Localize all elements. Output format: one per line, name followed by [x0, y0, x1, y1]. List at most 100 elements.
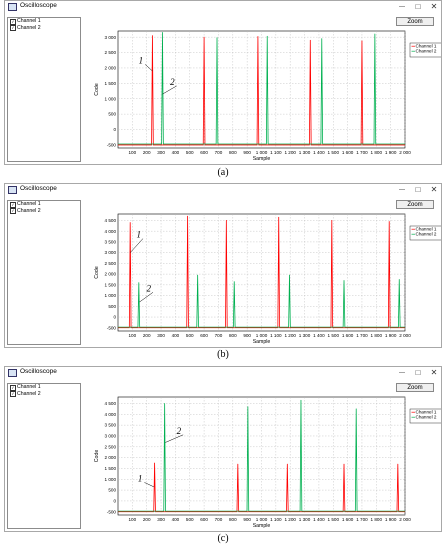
x-tick-label: 1 600	[342, 333, 354, 338]
series-peak-channel-2	[233, 281, 235, 283]
maximize-button[interactable]: □	[415, 368, 421, 377]
annotation-label: 2	[147, 283, 152, 293]
zoom-button[interactable]: Zoom	[396, 383, 434, 392]
channel-item[interactable]: ✓ Channel 1	[8, 201, 80, 208]
x-tick-label: 1 900	[385, 333, 397, 338]
app-icon	[8, 3, 17, 11]
x-tick-label: 1 900	[385, 517, 397, 522]
x-tick-label: 400	[172, 333, 180, 338]
channel-checkbox[interactable]: ✓	[10, 391, 16, 397]
x-tick-label: 1 800	[371, 333, 383, 338]
y-axis-label: Code	[94, 266, 100, 279]
series-peak-channel-1	[361, 40, 363, 42]
series-peak-channel-1	[203, 36, 205, 38]
series-peak-channel-2	[321, 38, 323, 40]
x-tick-label: 100	[129, 333, 137, 338]
maximize-button[interactable]: □	[415, 185, 421, 194]
legend-box	[409, 42, 441, 58]
x-tick-label: 2 000	[399, 517, 411, 522]
y-tick-label: 1 000	[105, 293, 117, 298]
window-title: Oscilloscope	[20, 2, 57, 9]
panel-caption: (c)	[217, 533, 229, 544]
minimize-button[interactable]: —	[399, 4, 405, 10]
series-peak-channel-1	[343, 463, 345, 465]
annotation-label: 2	[170, 77, 175, 87]
y-tick-label: 1 000	[105, 96, 117, 101]
channel-list: ✓ Channel 1 ✓ Channel 2	[7, 200, 81, 345]
channel-checkbox[interactable]: ✓	[10, 201, 16, 208]
channel-item[interactable]: ✓ Channel 2	[8, 24, 80, 31]
close-button[interactable]: ✕	[430, 185, 438, 194]
zoom-button[interactable]: Zoom	[396, 17, 434, 26]
x-tick-label: 300	[157, 150, 165, 155]
y-axis-label: Code	[94, 450, 100, 463]
close-button[interactable]: ✕	[430, 368, 438, 377]
series-peak-channel-2	[398, 279, 400, 280]
y-tick-label: 2 000	[105, 66, 117, 71]
legend-entry: Channel 1	[416, 44, 437, 49]
x-tick-label: 1 400	[313, 150, 325, 155]
y-tick-label: 4 500	[105, 401, 117, 406]
channel-item[interactable]: ✓ Channel 2	[8, 208, 80, 214]
y-tick-label: -500	[107, 509, 117, 514]
minimize-button[interactable]: —	[399, 370, 405, 376]
x-tick-label: 600	[200, 150, 208, 155]
x-tick-label: 1 200	[284, 517, 296, 522]
channel-label: Channel 1	[17, 18, 41, 24]
maximize-button[interactable]: □	[415, 2, 421, 11]
channel-checkbox[interactable]: ✓	[10, 25, 16, 31]
y-tick-label: 3 500	[105, 240, 117, 245]
minimize-button[interactable]: —	[399, 187, 405, 193]
x-tick-label: 2 000	[399, 333, 411, 338]
y-tick-label: 0	[113, 127, 116, 132]
x-tick-label: 100	[129, 150, 137, 155]
zoom-button[interactable]: Zoom	[396, 200, 434, 209]
series-peak-channel-2	[247, 406, 249, 408]
x-tick-label: 600	[200, 517, 208, 522]
y-tick-label: 2 500	[105, 50, 117, 55]
channel-label: Channel 2	[17, 24, 41, 31]
oscilloscope-chart: 100 200 300 400 500 600 700 800 900 1 000 1 100 1 2…	[94, 30, 441, 162]
channel-checkbox[interactable]: ✓	[10, 384, 16, 391]
x-tick-label: 1 600	[342, 517, 354, 522]
x-tick-label: 1 700	[356, 333, 368, 338]
y-tick-label: 3 000	[105, 35, 117, 40]
series-line-channel-2	[118, 400, 405, 512]
series-peak-channel-1	[225, 220, 227, 221]
x-tick-label: 600	[200, 333, 208, 338]
x-tick-label: 900	[243, 517, 251, 522]
channel-label: Channel 2	[17, 390, 41, 397]
series-peak-channel-1	[286, 463, 288, 465]
y-tick-label: 1 000	[105, 477, 117, 482]
x-tick-label: 700	[215, 333, 223, 338]
x-tick-label: 1 300	[299, 150, 311, 155]
channel-item[interactable]: ✓ Channel 2	[8, 390, 80, 397]
x-tick-label: 1 200	[284, 333, 296, 338]
window-title: Oscilloscope	[20, 368, 57, 375]
x-tick-label: 1 000	[256, 517, 268, 522]
x-tick-label: 1 700	[356, 517, 368, 522]
x-tick-label: 1 900	[385, 150, 397, 155]
channel-item[interactable]: ✓ Channel 1	[8, 18, 80, 25]
channel-checkbox[interactable]: ✓	[10, 208, 16, 214]
series-peak-channel-2	[355, 408, 357, 410]
x-tick-label: 400	[172, 150, 180, 155]
y-tick-label: 3 500	[105, 423, 117, 428]
oscilloscope-panel: Oscilloscope — □ ✕ Zoom ✓ Channel 1 ✓ Channel 2 1…	[4, 366, 442, 547]
channel-list: ✓ Channel 1 ✓ Channel 2	[7, 383, 81, 529]
oscilloscope-window: Oscilloscope — □ ✕ Zoom ✓ Channel 1 ✓ Channel 2 1…	[4, 366, 442, 532]
series-peak-channel-1	[257, 36, 259, 37]
panel-caption: (a)	[217, 167, 229, 178]
y-tick-label: 1 500	[105, 466, 117, 471]
series-line-channel-2	[118, 275, 405, 328]
channel-checkbox[interactable]: ✓	[10, 18, 16, 25]
channel-item[interactable]: ✓ Channel 1	[8, 384, 80, 391]
x-tick-label: 700	[215, 150, 223, 155]
close-button[interactable]: ✕	[430, 2, 438, 11]
annotation-label: 1	[136, 230, 141, 240]
x-tick-label: 500	[186, 333, 194, 338]
annotation-leader	[139, 292, 154, 303]
